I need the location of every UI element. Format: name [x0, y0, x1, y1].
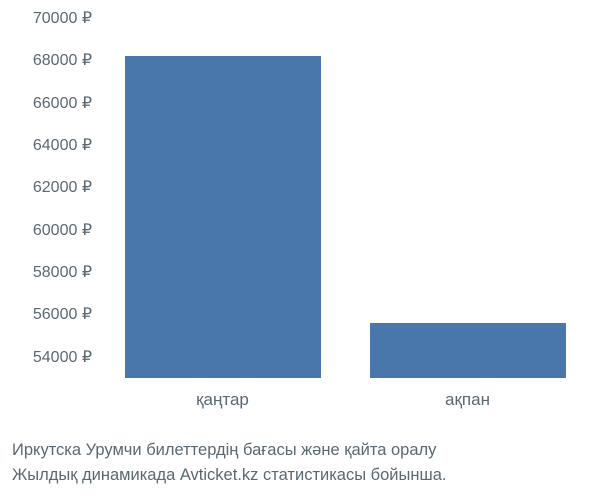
y-tick-label: 64000 ₽: [33, 135, 100, 155]
price-chart: 54000 ₽ 56000 ₽ 58000 ₽ 60000 ₽ 62000 ₽ 64000…: [0, 0, 600, 500]
bar: [370, 323, 566, 378]
y-tick-label: 58000 ₽: [33, 262, 100, 282]
y-tick-label: 60000 ₽: [33, 220, 100, 240]
y-tick-label: 70000 ₽: [33, 8, 100, 28]
x-category-label: қаңтар: [196, 378, 249, 410]
y-tick-label: 66000 ₽: [33, 93, 100, 113]
chart-caption: Иркутска Урумчи билеттердің бағасы және …: [12, 438, 447, 488]
x-category-label: ақпан: [445, 378, 490, 410]
y-tick-label: 62000 ₽: [33, 177, 100, 197]
plot-area: 54000 ₽56000 ₽58000 ₽60000 ₽62000 ₽64000…: [100, 18, 590, 378]
bar: [125, 56, 321, 378]
y-tick-label: 68000 ₽: [33, 50, 100, 70]
y-tick-label: 54000 ₽: [33, 347, 100, 367]
y-tick-label: 56000 ₽: [33, 304, 100, 324]
